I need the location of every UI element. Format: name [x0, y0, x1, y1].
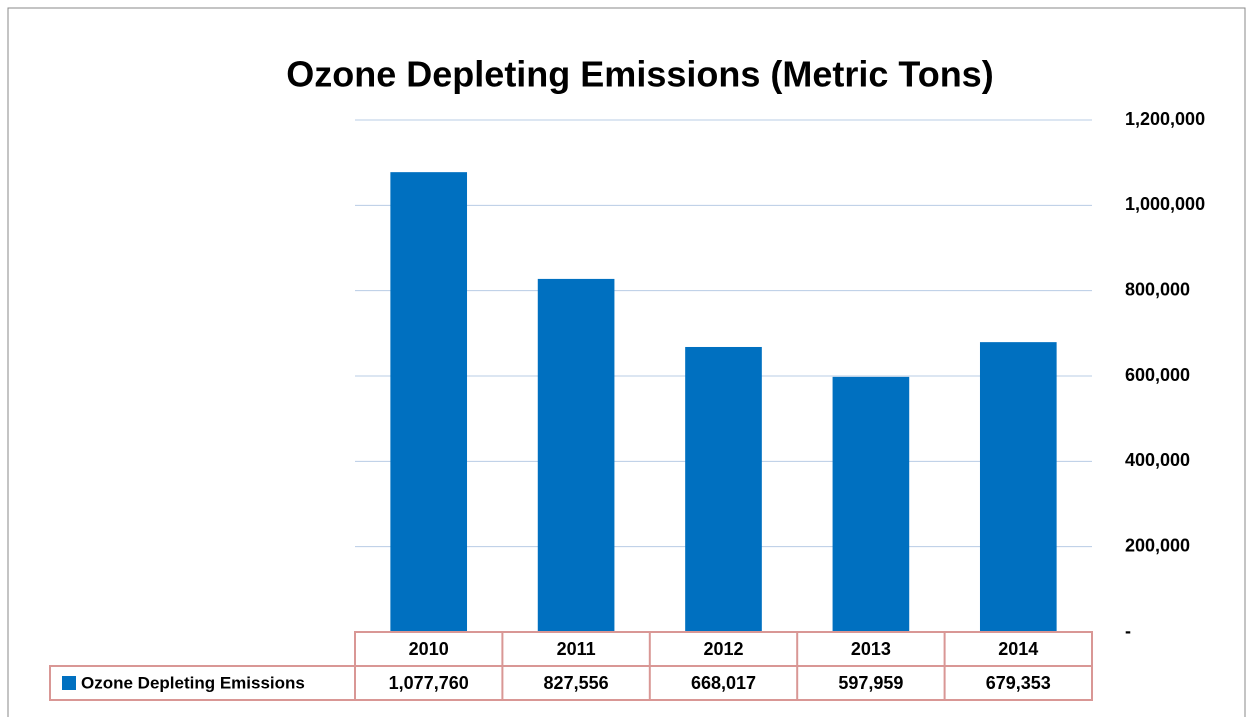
- x-tick-label: 2014: [998, 639, 1038, 659]
- data-table-value: 1,077,760: [389, 673, 469, 693]
- data-table-value: 827,556: [544, 673, 609, 693]
- data-table-value: 668,017: [691, 673, 756, 693]
- data-table-value: 679,353: [986, 673, 1051, 693]
- bar: [685, 346, 762, 632]
- bar: [979, 342, 1057, 632]
- x-tick-label: 2012: [703, 639, 743, 659]
- table-border: [49, 665, 1093, 701]
- y-tick-label: 400,000: [1125, 450, 1190, 470]
- chart-title: Ozone Depleting Emissions (Metric Tons): [286, 54, 993, 95]
- bar: [832, 376, 910, 632]
- bar: [537, 278, 615, 632]
- y-tick-label: -: [1125, 621, 1131, 641]
- x-tick-label: 2010: [409, 639, 449, 659]
- y-tick-label: 1,000,000: [1125, 194, 1205, 214]
- legend-key: [62, 676, 76, 690]
- legend-label: Ozone Depleting Emissions: [81, 673, 305, 692]
- y-tick-label: 200,000: [1125, 535, 1190, 555]
- x-tick-label: 2011: [557, 639, 596, 659]
- bar: [390, 172, 468, 632]
- y-tick-label: 800,000: [1125, 279, 1190, 299]
- y-tick-label: 1,200,000: [1125, 109, 1205, 129]
- x-tick-label: 2013: [851, 639, 891, 659]
- chart-border: [7, 7, 1246, 717]
- data-table-value: 597,959: [838, 673, 903, 693]
- y-tick-label: 600,000: [1125, 365, 1190, 385]
